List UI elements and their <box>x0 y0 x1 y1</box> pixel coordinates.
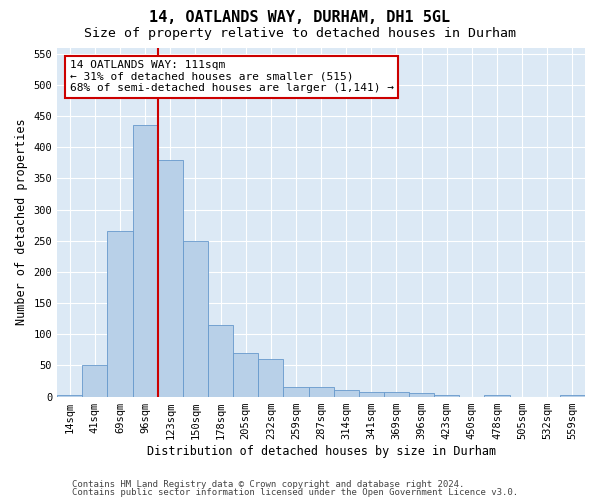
Bar <box>334 390 359 396</box>
Bar <box>258 359 283 397</box>
Bar <box>308 387 334 396</box>
Text: Size of property relative to detached houses in Durham: Size of property relative to detached ho… <box>84 28 516 40</box>
Bar <box>384 392 409 396</box>
Bar <box>359 392 384 396</box>
Bar <box>409 394 434 396</box>
Bar <box>133 126 158 396</box>
Bar <box>183 240 208 396</box>
Bar <box>208 325 233 396</box>
Bar <box>233 353 258 397</box>
X-axis label: Distribution of detached houses by size in Durham: Distribution of detached houses by size … <box>146 444 496 458</box>
Bar <box>434 394 460 396</box>
Text: 14 OATLANDS WAY: 111sqm
← 31% of detached houses are smaller (515)
68% of semi-d: 14 OATLANDS WAY: 111sqm ← 31% of detache… <box>70 60 394 93</box>
Bar <box>82 366 107 396</box>
Text: Contains HM Land Registry data © Crown copyright and database right 2024.: Contains HM Land Registry data © Crown c… <box>72 480 464 489</box>
Text: 14, OATLANDS WAY, DURHAM, DH1 5GL: 14, OATLANDS WAY, DURHAM, DH1 5GL <box>149 10 451 25</box>
Bar <box>158 160 183 396</box>
Bar <box>283 387 308 396</box>
Bar <box>107 232 133 396</box>
Y-axis label: Number of detached properties: Number of detached properties <box>15 118 28 326</box>
Text: Contains public sector information licensed under the Open Government Licence v3: Contains public sector information licen… <box>72 488 518 497</box>
